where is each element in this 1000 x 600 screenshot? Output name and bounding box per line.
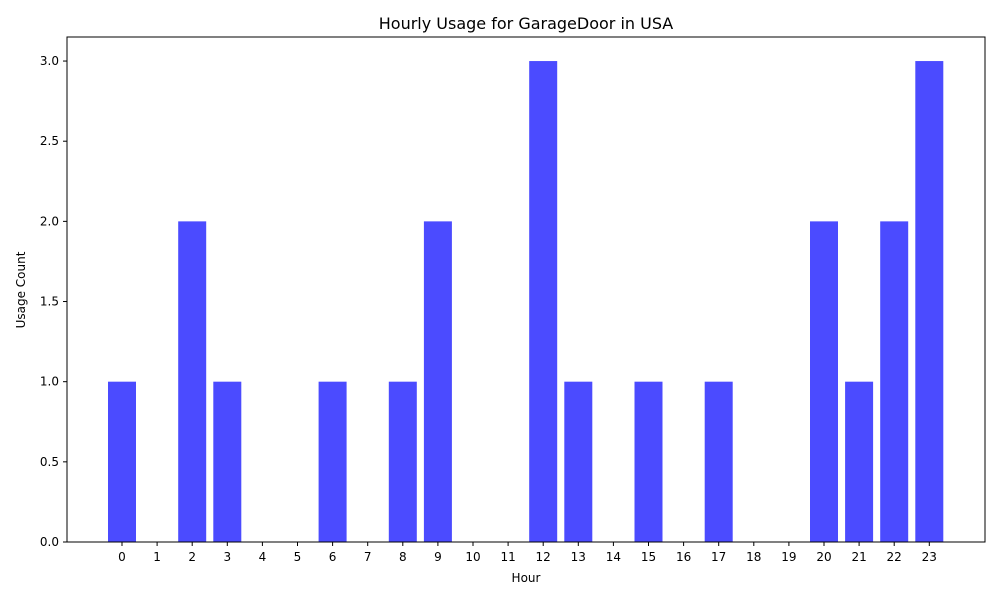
x-tick-label: 17 — [711, 550, 726, 564]
y-tick-label: 2.5 — [40, 134, 59, 148]
x-tick-label: 0 — [118, 550, 126, 564]
bar-hour-17 — [704, 381, 733, 542]
bar-hour-20 — [810, 221, 838, 542]
y-axis-label: Usage Count — [14, 251, 28, 328]
bar-hour-8 — [388, 381, 417, 542]
x-tick-label: 14 — [606, 550, 621, 564]
x-tick-label: 22 — [887, 550, 902, 564]
bar-hour-3 — [213, 381, 242, 542]
x-tick-label: 13 — [571, 550, 586, 564]
bar-hour-2 — [178, 221, 207, 542]
bar-hour-21 — [845, 381, 874, 542]
x-tick-label: 19 — [781, 550, 796, 564]
x-tick-label: 16 — [676, 550, 691, 564]
x-tick-label: 8 — [399, 550, 407, 564]
x-tick-label: 20 — [816, 550, 831, 564]
x-tick-label: 10 — [465, 550, 480, 564]
x-tick-label: 1 — [153, 550, 161, 564]
x-axis-ticks: 0 1 2 3 4 5 6 7 8 9 10 11 12 13 14 15 16 17 18 19 20 21 22 23 — [118, 542, 937, 564]
x-tick-label: 15 — [641, 550, 656, 564]
bar-hour-0 — [108, 381, 136, 542]
x-tick-label: 4 — [259, 550, 267, 564]
bars-group — [108, 61, 944, 543]
x-tick-label: 23 — [922, 550, 937, 564]
bar-hour-23 — [915, 61, 944, 543]
x-tick-label: 11 — [500, 550, 515, 564]
x-tick-label: 6 — [329, 550, 337, 564]
bar-hour-12 — [529, 61, 558, 543]
y-tick-label: 2.0 — [40, 214, 59, 228]
x-tick-label: 5 — [294, 550, 302, 564]
y-tick-label: 0.5 — [40, 455, 59, 469]
y-tick-label: 3.0 — [40, 54, 59, 68]
y-tick-label: 0.0 — [40, 535, 59, 549]
bar-hour-6 — [318, 381, 347, 542]
x-tick-label: 2 — [188, 550, 196, 564]
bar-hour-9 — [423, 221, 452, 542]
chart-title: Hourly Usage for GarageDoor in USA — [379, 14, 674, 33]
y-tick-label: 1.5 — [40, 295, 59, 309]
x-tick-label: 9 — [434, 550, 442, 564]
bar-hour-15 — [634, 381, 663, 542]
y-axis-ticks: 0.0 0.5 1.0 1.5 2.0 2.5 3.0 — [40, 54, 67, 549]
y-tick-label: 1.0 — [40, 375, 59, 389]
x-tick-label: 12 — [536, 550, 551, 564]
x-tick-label: 21 — [851, 550, 866, 564]
x-axis-label: Hour — [512, 571, 541, 585]
x-tick-label: 3 — [223, 550, 231, 564]
bar-hour-13 — [564, 381, 593, 542]
x-tick-label: 7 — [364, 550, 372, 564]
bar-hour-22 — [880, 221, 909, 542]
x-tick-label: 18 — [746, 550, 761, 564]
plot-frame — [66, 36, 986, 543]
